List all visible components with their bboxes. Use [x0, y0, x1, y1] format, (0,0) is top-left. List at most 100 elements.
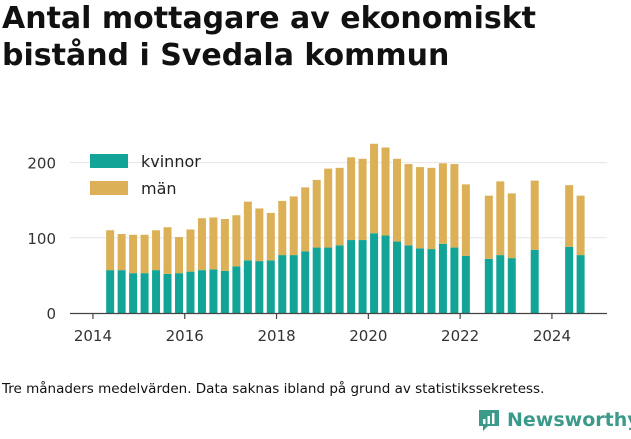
bar-kvinnor [106, 270, 115, 313]
bar-man [117, 234, 126, 271]
bar-kvinnor [427, 249, 436, 313]
bar-kvinnor [220, 270, 229, 313]
bar-man [415, 167, 424, 249]
bar-kvinnor [450, 247, 459, 313]
bar-man [427, 167, 436, 250]
bar-man [404, 164, 413, 246]
chart-title: Antal mottagare av ekonomiskt bistånd i … [2, 1, 536, 73]
bars [106, 143, 585, 313]
bar-kvinnor [415, 248, 424, 313]
bar-kvinnor [565, 246, 574, 313]
bar-kvinnor [530, 249, 539, 313]
bar-kvinnor [243, 260, 252, 313]
bar-man [289, 196, 298, 256]
bar-man [266, 212, 275, 261]
bar-kvinnor [278, 255, 287, 313]
bar-man [324, 168, 333, 248]
bar-kvinnor [175, 273, 184, 313]
legend-item[interactable]: kvinnor [90, 152, 201, 171]
x-tick-label: 2024 [533, 327, 571, 345]
bar-kvinnor [129, 273, 138, 313]
newsworthy-logo[interactable]: Newsworthy [476, 406, 631, 434]
x-tick-label: 2016 [166, 327, 204, 345]
bar-man [507, 193, 516, 259]
bar-man [370, 143, 379, 234]
x-tick-label: 2018 [257, 327, 295, 345]
y-tick-label: 200 [27, 155, 56, 173]
bar-kvinnor [404, 245, 413, 313]
bar-kvinnor [255, 261, 264, 313]
bar-man [565, 185, 574, 247]
bar-man [576, 195, 585, 256]
bar-man [461, 184, 470, 256]
bar-kvinnor [358, 240, 367, 313]
bar-man [393, 158, 402, 242]
bar-kvinnor [461, 255, 470, 313]
bar-man [312, 179, 321, 248]
x-tick-label: 2014 [74, 327, 112, 345]
legend-label: kvinnor [141, 152, 201, 171]
axes: 0 100 200 2014 2016 2018 2020 2022 2024 [27, 155, 607, 345]
bar-kvinnor [381, 235, 390, 313]
legend: kvinnor män [90, 152, 201, 198]
bar-man [175, 237, 184, 274]
bar-kvinnor [232, 266, 241, 313]
stacked-bar-chart: 0 100 200 2014 2016 2018 2020 2022 2024 kvinnor m… [27, 143, 607, 345]
bar-man [106, 230, 115, 271]
bar-kvinnor [324, 247, 333, 313]
bar-man [381, 147, 390, 236]
chart-caption: Tre månaders medelvärden. Data saknas ib… [2, 381, 545, 397]
y-tick-label: 100 [27, 230, 56, 248]
bar-kvinnor [438, 243, 447, 313]
bar-man [243, 201, 252, 261]
bar-kvinnor [335, 245, 344, 313]
bar-kvinnor [140, 273, 149, 313]
bar-man [450, 164, 459, 248]
bar-kvinnor [496, 255, 505, 313]
bar-kvinnor [186, 271, 195, 313]
legend-swatch-kvinnor [90, 154, 128, 168]
bar-man [152, 230, 161, 271]
newsworthy-logo-icon [479, 410, 499, 431]
bar-man [209, 217, 218, 270]
bar-kvinnor [507, 258, 516, 313]
bar-kvinnor [347, 240, 356, 313]
bar-kvinnor [152, 270, 161, 313]
bar-man [358, 158, 367, 241]
bar-man [301, 187, 310, 252]
bar-man [484, 195, 493, 259]
y-tick-label: 0 [46, 305, 56, 323]
brand-name: Newsworthy [507, 409, 631, 431]
bar-man [438, 163, 447, 244]
legend-label: män [141, 179, 177, 198]
x-tick-label: 2022 [441, 327, 479, 345]
bar-kvinnor [163, 273, 172, 313]
bar-man [232, 215, 241, 267]
x-tick-label: 2020 [349, 327, 387, 345]
bar-man [140, 234, 149, 274]
bar-man [197, 218, 206, 271]
bar-kvinnor [393, 241, 402, 313]
bar-man [496, 181, 505, 256]
bar-kvinnor [209, 269, 218, 313]
bar-man [530, 180, 539, 250]
legend-swatch-man [90, 181, 128, 195]
bar-kvinnor [117, 270, 126, 313]
bar-man [335, 167, 344, 246]
bar-man [255, 208, 264, 262]
bar-kvinnor [289, 255, 298, 313]
bar-man [278, 200, 287, 256]
bar-kvinnor [484, 258, 493, 313]
bar-kvinnor [266, 260, 275, 313]
bar-kvinnor [301, 251, 310, 313]
bar-man [347, 157, 356, 241]
bar-kvinnor [576, 255, 585, 313]
bar-man [129, 234, 138, 274]
bar-kvinnor [197, 270, 206, 313]
bar-man [163, 227, 172, 274]
bar-kvinnor [370, 233, 379, 313]
bar-kvinnor [312, 247, 321, 313]
bar-man [220, 218, 229, 271]
legend-item[interactable]: män [90, 179, 177, 198]
bar-man [186, 229, 195, 272]
